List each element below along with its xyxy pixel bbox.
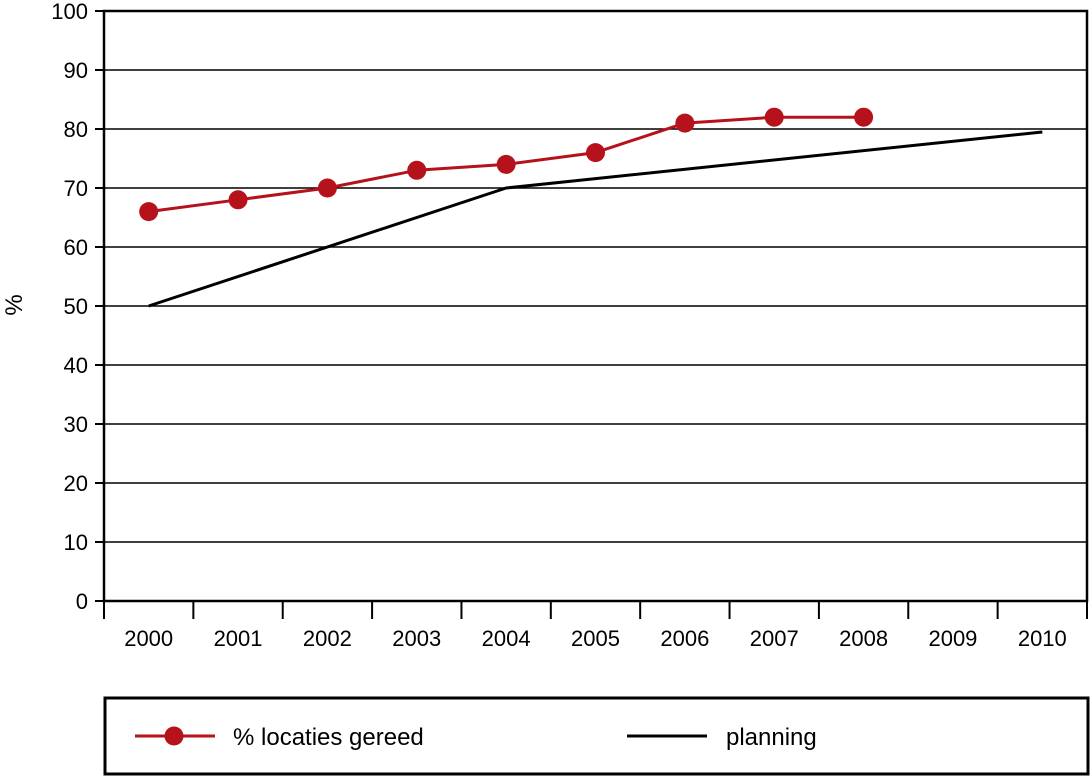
y-tick-label: 0 <box>76 589 88 614</box>
data-point <box>496 154 516 174</box>
y-axis-ticks: 0 10 20 30 40 50 60 70 80 90 100 <box>51 0 104 614</box>
x-tick-label: 2006 <box>660 626 709 651</box>
x-axis-ticks: 2000 2001 2002 2003 2004 2005 2006 2007 2008 2009… <box>103 601 1088 651</box>
data-point <box>764 107 784 127</box>
x-tick-label: 2010 <box>1018 626 1067 651</box>
x-tick-label: 2005 <box>571 626 620 651</box>
data-point <box>317 178 337 198</box>
y-tick-label: 100 <box>51 0 88 24</box>
data-point <box>854 107 874 127</box>
y-tick-label: 40 <box>64 353 88 378</box>
data-point <box>675 113 695 133</box>
y-tick-label: 90 <box>64 58 88 83</box>
data-point <box>586 143 605 163</box>
data-point <box>407 160 427 180</box>
series-layer <box>139 107 1043 308</box>
y-tick-label: 50 <box>64 294 88 319</box>
data-point <box>139 202 159 222</box>
y-tick-label: 80 <box>64 117 88 142</box>
gridlines <box>104 10 1087 543</box>
x-tick-label: 2007 <box>750 626 799 651</box>
series-line-2 <box>148 130 1043 308</box>
legend-label-2: planning <box>726 724 817 751</box>
y-axis-label: % <box>1 294 28 315</box>
y-tick-label: 10 <box>64 530 88 555</box>
legend-swatch-marker-1 <box>164 726 184 746</box>
x-tick-label: 2002 <box>303 626 352 651</box>
x-tick-label: 2004 <box>482 626 531 651</box>
legend-box <box>103 696 1090 776</box>
y-tick-label: 70 <box>64 176 88 201</box>
legend-label-1: % locaties gereed <box>233 724 424 751</box>
y-tick-label: 20 <box>64 471 88 496</box>
x-tick-label: 2008 <box>839 626 888 651</box>
y-tick-label: 30 <box>64 412 88 437</box>
y-tick-label: 60 <box>64 235 88 260</box>
legend: % locaties gereed planning <box>103 696 1090 776</box>
x-tick-label: 2000 <box>124 626 173 651</box>
x-tick-label: 2003 <box>392 626 441 651</box>
data-point <box>228 190 248 210</box>
x-tick-label: 2009 <box>928 626 977 651</box>
x-tick-label: 2001 <box>214 626 263 651</box>
